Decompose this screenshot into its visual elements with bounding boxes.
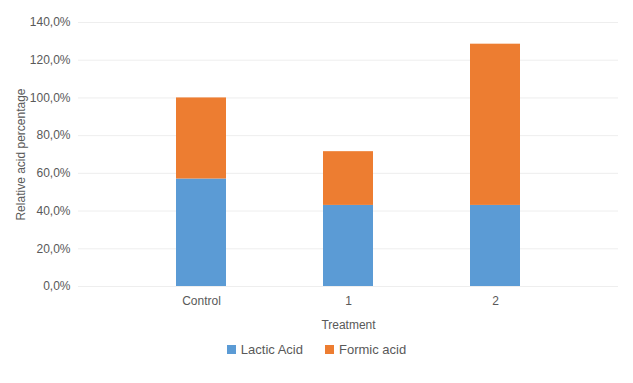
svg-text:100,0%: 100,0% [30, 91, 71, 105]
svg-text:2: 2 [492, 294, 499, 308]
svg-text:Relative acid percentage: Relative acid percentage [14, 88, 28, 220]
svg-text:1: 1 [345, 294, 352, 308]
svg-text:Treatment: Treatment [321, 318, 376, 332]
svg-text:60,0%: 60,0% [36, 166, 70, 180]
svg-text:0,0%: 0,0% [43, 279, 71, 293]
svg-text:80,0%: 80,0% [36, 128, 70, 142]
svg-text:140,0%: 140,0% [30, 15, 71, 29]
svg-text:120,0%: 120,0% [30, 53, 71, 67]
html-text:Formic acid: Formic acid [339, 342, 407, 357]
svg-text:Control: Control [182, 294, 221, 308]
svg-text:40,0%: 40,0% [36, 204, 70, 218]
svg-text:20,0%: 20,0% [36, 242, 70, 256]
html-text:Lactic Acid: Lactic Acid [240, 342, 303, 357]
